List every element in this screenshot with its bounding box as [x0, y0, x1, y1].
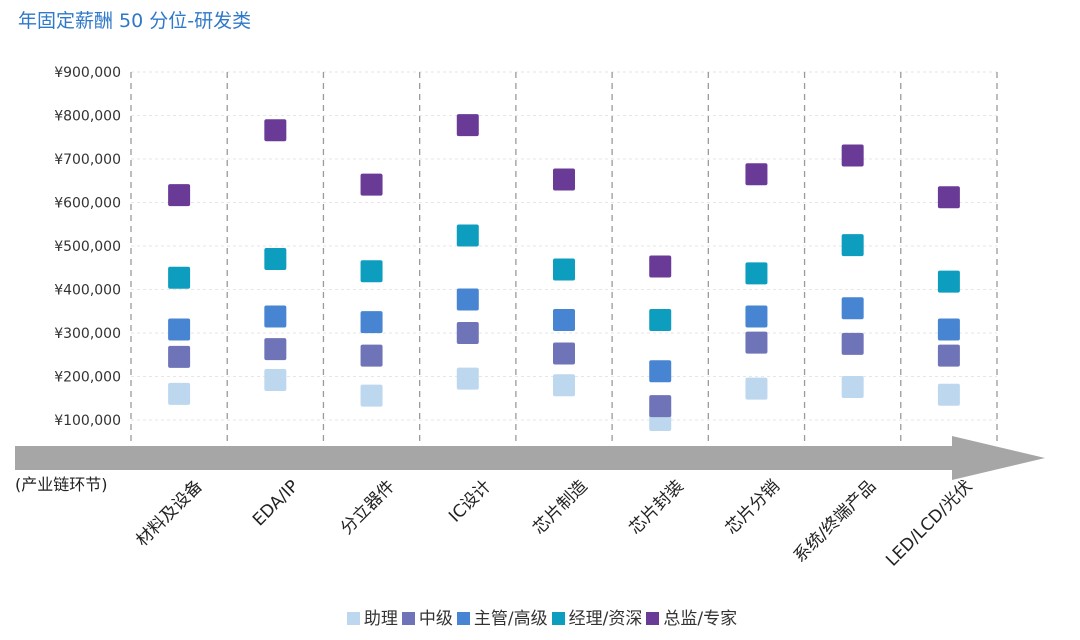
data-point — [456, 367, 479, 390]
x-axis-label: (产业链环节) — [15, 475, 108, 494]
data-point — [937, 344, 960, 367]
y-tick-label: ¥900,000 — [54, 65, 121, 81]
data-point — [360, 173, 383, 196]
data-point — [841, 234, 864, 257]
data-point — [553, 258, 575, 281]
data-point — [264, 338, 287, 361]
legend: 助理 中级 主管/高级 经理/资深 总监/专家 — [0, 604, 1080, 629]
data-point — [937, 270, 960, 293]
data-point — [841, 297, 864, 320]
chart-title: 年固定薪酬 50 分位-研发类 — [18, 10, 252, 32]
x-tick-label: IC设计 — [445, 476, 495, 526]
legend-swatch — [346, 612, 360, 625]
gridlines — [131, 71, 997, 421]
y-tick-label: ¥300,000 — [54, 326, 121, 342]
data-point — [264, 248, 287, 271]
y-tick-label: ¥800,000 — [54, 109, 121, 125]
data-point — [168, 318, 191, 341]
scatter-chart: ¥100,000 ¥200,000 ¥300,000 ¥400,000 ¥500,000… — [15, 65, 1045, 571]
x-tick-label: 芯片封装 — [626, 476, 688, 538]
x-tick-label: 芯片制造 — [529, 476, 591, 538]
legend-item: 经理/资深 — [548, 604, 643, 629]
x-axis-tick-labels: 材料及设备 EDA/IP 分立器件 IC设计 芯片制造 芯片封装 芯片分销 系统/终端产品 LE… — [132, 476, 976, 570]
data-point — [168, 345, 191, 368]
y-tick-label: ¥500,000 — [54, 239, 121, 255]
data-point — [649, 308, 672, 331]
data-point — [264, 305, 287, 328]
data-point — [264, 368, 287, 391]
x-tick-label: 系统/终端产品 — [790, 476, 880, 566]
data-point — [360, 260, 383, 283]
data-point — [168, 184, 191, 207]
data-point — [360, 311, 383, 334]
legend-label: 主管/高级 — [473, 609, 548, 629]
data-point — [553, 374, 575, 397]
x-tick-label: 材料及设备 — [132, 476, 206, 550]
data-point — [745, 377, 768, 400]
data-point — [937, 383, 960, 406]
data-point — [937, 318, 960, 341]
y-tick-label: ¥100,000 — [54, 413, 121, 429]
data-point — [745, 305, 768, 328]
legend-label: 助理 — [363, 609, 398, 629]
legend-swatch — [551, 612, 565, 625]
data-point — [649, 395, 672, 418]
data-point — [649, 360, 672, 383]
legend-label: 总监/专家 — [663, 609, 738, 629]
legend-item: 助理 — [343, 604, 398, 629]
data-point — [360, 344, 383, 367]
y-tick-label: ¥600,000 — [54, 196, 121, 212]
legend-item: 中级 — [398, 604, 453, 629]
y-axis-tick-labels: ¥100,000 ¥200,000 ¥300,000 ¥400,000 ¥500,000… — [54, 65, 121, 429]
data-point — [937, 186, 960, 209]
industry-chain-arrow — [15, 436, 1045, 480]
data-point — [456, 322, 479, 344]
data-point — [456, 224, 479, 247]
data-point — [553, 168, 575, 191]
x-tick-label: 芯片分销 — [722, 476, 784, 538]
y-tick-label: ¥200,000 — [54, 370, 121, 386]
x-tick-label: 分立器件 — [337, 476, 399, 538]
data-point — [456, 288, 479, 311]
x-tick-label: LED/LCD/光伏 — [882, 476, 976, 570]
legend-swatch — [646, 612, 660, 625]
y-tick-label: ¥400,000 — [54, 283, 121, 299]
legend-swatch — [456, 612, 470, 625]
data-point — [168, 382, 191, 405]
data-point — [745, 331, 768, 354]
data-point — [649, 255, 672, 278]
data-points — [168, 114, 960, 431]
legend-label: 中级 — [418, 609, 453, 629]
data-point — [264, 119, 287, 142]
data-point — [168, 266, 191, 289]
legend-label: 经理/资深 — [568, 609, 643, 629]
data-point — [553, 342, 575, 365]
legend-item: 总监/专家 — [642, 604, 737, 629]
category-separators — [130, 72, 998, 446]
data-point — [553, 308, 575, 331]
data-point — [745, 262, 768, 285]
data-point — [841, 144, 864, 167]
data-point — [360, 384, 383, 407]
data-point — [745, 163, 768, 186]
data-point — [841, 332, 864, 355]
legend-item: 主管/高级 — [453, 604, 548, 629]
y-tick-label: ¥700,000 — [54, 152, 121, 168]
data-point — [841, 375, 864, 398]
legend-swatch — [401, 612, 415, 625]
data-point — [456, 114, 479, 137]
x-tick-label: EDA/IP — [249, 476, 303, 530]
